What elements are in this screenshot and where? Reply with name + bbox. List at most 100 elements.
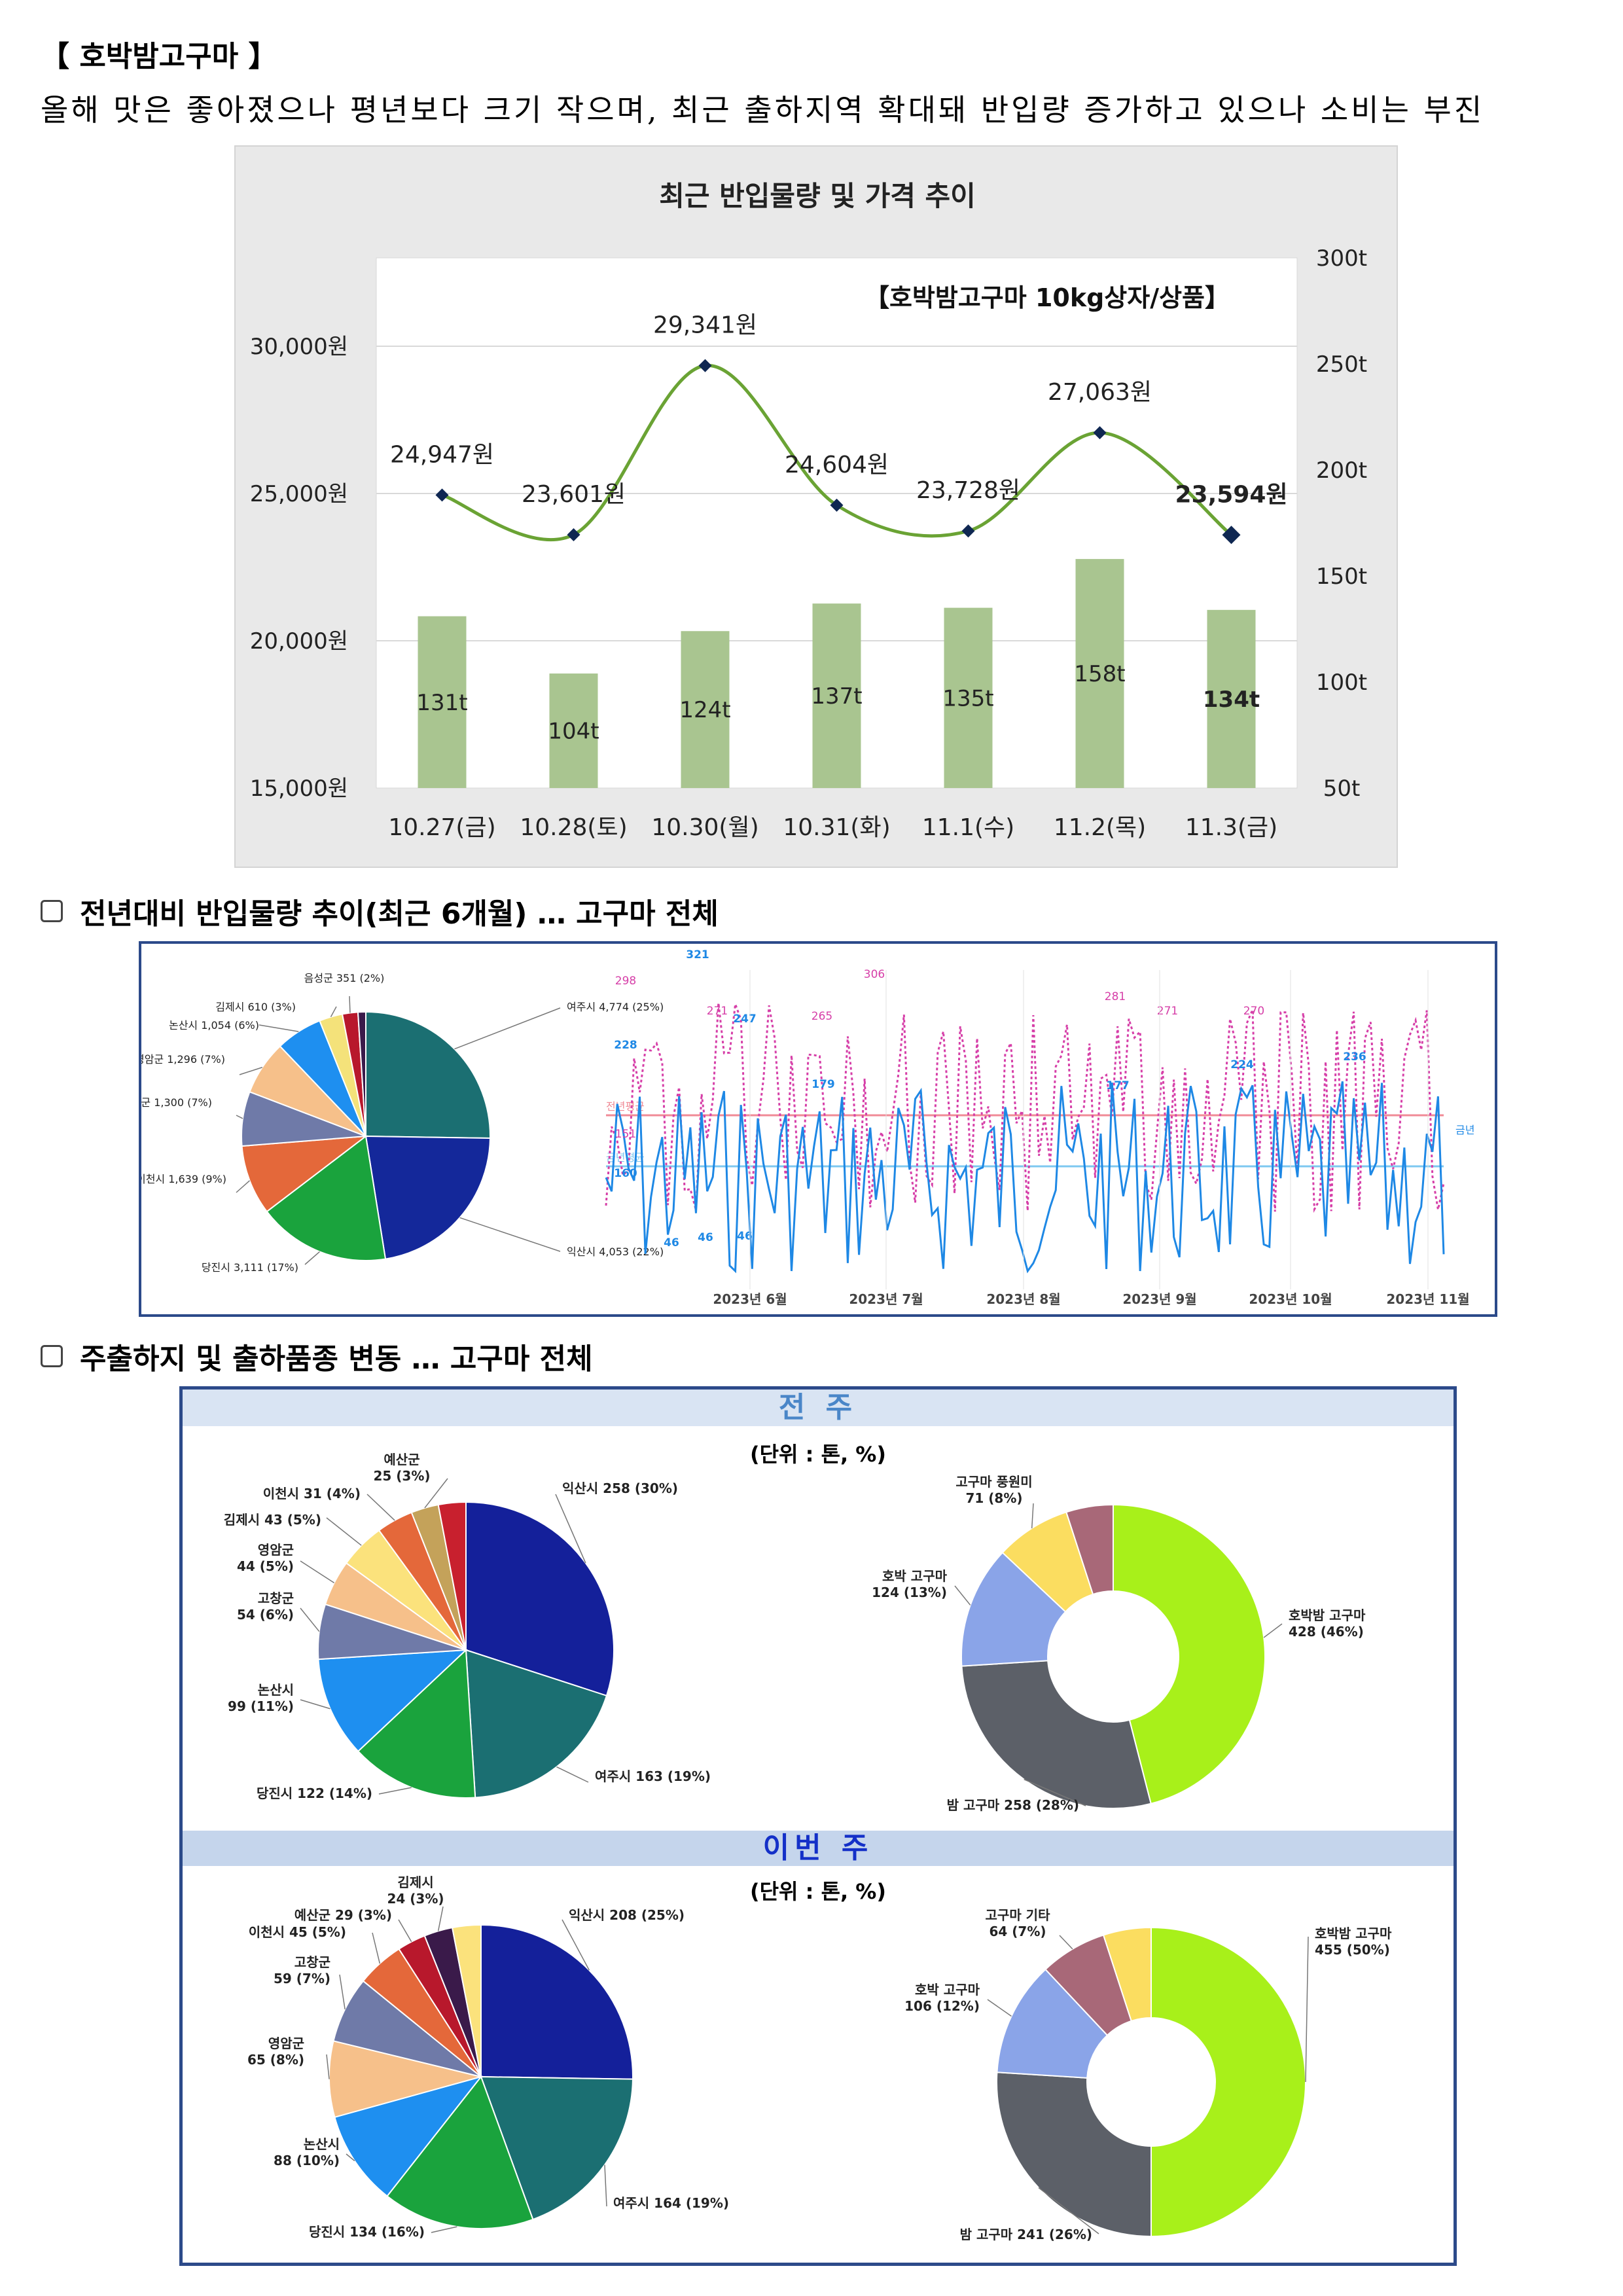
x-tick-label: 10.28(토) [520, 814, 627, 841]
this-week-variety-slice-label: 호박밤 고구마 455 (50%) [1315, 1926, 1392, 1958]
volume-bar [549, 673, 598, 788]
prev-year-peak-label: 281 [1105, 990, 1126, 1003]
this-week-origin-slice-label: 이천시 45 (5%) [249, 1924, 346, 1940]
y-right-tick-label: 300t [1316, 245, 1367, 272]
ref-line-curr-label: 금년평균 [606, 1151, 645, 1164]
prev-week-origin-slice [465, 1501, 615, 1697]
origin-6m-slice-label: 당진시 3,111 (17%) [202, 1261, 298, 1274]
volume-bar [418, 616, 467, 788]
prev-week-origin-slice-label: 익산시 258 (30%) [562, 1480, 678, 1496]
origin-6m-slice-label: 여주시 4,774 (25%) [567, 1001, 664, 1013]
prev-year-peak-label: 271 [1157, 1005, 1178, 1018]
this-year-peak-label: 46 [664, 1236, 679, 1249]
this-week-origin-slice [386, 2075, 534, 2229]
price-label: 24,604원 [785, 452, 889, 478]
origin-6m-slice [365, 1135, 491, 1260]
prev-week-band: 전 주 [183, 1390, 1454, 1426]
this-week-origin-leader [437, 1906, 444, 1931]
this-week-origin-slice-label: 여주시 164 (19%) [613, 2195, 729, 2211]
price-volume-chart: 최근 반입물량 및 가격 추이 【호박밤고구마 10kg상자/상품】 15,000원… [234, 145, 1398, 868]
price-marker [1222, 526, 1241, 545]
section-origin-title: 주출하지 및 출하품종 변동 … 고구마 전체 [80, 1342, 593, 1376]
prev-year-peak-label: 306 [864, 968, 885, 981]
this-week-origin-slice [332, 1980, 482, 2077]
origin-6m-slice-label: 논산시 1,054 (6%) [169, 1019, 259, 1031]
y-left-tick-label: 15,000원 [250, 776, 348, 802]
x-tick-label: 2023년 11월 [1386, 1291, 1469, 1307]
series-prev-year-line [605, 1002, 1445, 1213]
prev-week-variety-slice-label: 밤 고구마 258 (28%) [947, 1797, 1079, 1813]
price-marker [567, 528, 580, 541]
x-tick-label: 11.3(금) [1185, 814, 1277, 841]
prev-week-variety-slice-label: 호박밤 고구마 428 (46%) [1289, 1607, 1366, 1640]
this-year-peak-label: 224 [1230, 1058, 1254, 1071]
origin-6m-slice-label: 음성군 351 (2%) [304, 972, 385, 984]
this-week-variety-slice [996, 1968, 1109, 2079]
chart-title: 최근 반입물량 및 가격 추이 [659, 180, 976, 212]
price-marker [830, 498, 844, 512]
this-week-origin-leader [339, 1974, 346, 2010]
origin-6m-leader [259, 1024, 299, 1032]
origin-6m-slice [365, 1011, 491, 1139]
this-week-origin-slice-label: 익산시 208 (25%) [569, 1907, 685, 1923]
origin-6m-slice-label: 영암군 1,296 (7%) [141, 1053, 225, 1066]
origin-variety-panel: 전 주 (단위 : 톤, %) 이번 주 (단위 : 톤, %) 익산시 258… [179, 1386, 1457, 2266]
this-week-origin-leader [398, 1919, 412, 1943]
this-year-peak-label: 46 [737, 1230, 753, 1243]
origin-6m-leader [239, 1067, 263, 1075]
prev-week-origin-leader [378, 1787, 412, 1795]
x-tick-label: 10.27(금) [388, 814, 495, 841]
prev-week-origin-slice-label: 김제시 43 (5%) [224, 1512, 321, 1528]
volume-trend-panel: 여주시 4,774 (25%) 익산시 4,053 (22%) 당진시 3,111 … [122, 941, 1497, 1317]
origin-6m-slice [241, 1135, 368, 1213]
prev-week-variety-leader [1263, 1623, 1283, 1638]
x-tick-label: 10.31(화) [783, 814, 890, 841]
prev-week-origin-slice-label: 당진시 122 (14%) [257, 1785, 372, 1801]
origin-variety-svg: 익산시 258 (30%) 여주시 163 (19%) 당진시 122 (14%) 논… [224, 1452, 1392, 2242]
price-label: 23,601원 [522, 481, 626, 508]
this-week-unit: (단위 : 톤, %) [749, 1879, 886, 1904]
prev-week-origin-slice [437, 1501, 467, 1651]
x-tick-label: 11.1(수) [922, 814, 1014, 841]
origin-6m-leader [349, 996, 351, 1013]
y-right-tick-label: 200t [1316, 457, 1367, 484]
volume-bar [681, 631, 730, 788]
prev-week-origin-leader [326, 1517, 362, 1546]
this-week-origin-leader [346, 2153, 355, 2162]
this-year-peak-label: 160 [614, 1167, 637, 1180]
this-week-origin-leader [562, 1919, 590, 1971]
prev-year-peak-label: 298 [615, 975, 636, 988]
volume-bar [1075, 559, 1124, 788]
this-week-variety-slice [1102, 1926, 1152, 2022]
this-week-origin-leader [604, 2164, 607, 2207]
page-title: 【 호박밤고구마 】 [41, 40, 277, 73]
this-week-origin-slice-label: 예산군 29 (3%) [294, 1907, 392, 1923]
prev-week-variety-slice [961, 1551, 1067, 1667]
x-tick-label: 2023년 10월 [1249, 1291, 1332, 1307]
this-week-variety-leader [987, 1999, 1012, 2017]
this-week-variety-slice-label: 밤 고구마 241 (26%) [960, 2227, 1092, 2242]
prev-week-origin-slice [317, 1649, 468, 1753]
x-tick-label: 2023년 8월 [986, 1291, 1060, 1307]
price-marker [698, 359, 712, 372]
section-origin-heading: 주출하지 및 출하품종 변동 … 고구마 전체 [41, 1335, 593, 1377]
prev-week-origin-slice-label: 논산시 99 (11%) [228, 1682, 294, 1714]
prev-week-origin-leader [366, 1494, 395, 1521]
this-week-origin-slice [480, 1924, 633, 2080]
prev-week-variety-slice [1065, 1503, 1114, 1596]
volume-bar [1207, 609, 1256, 788]
y-right-tick-label: 250t [1316, 351, 1367, 378]
y-right-tick-label: 150t [1316, 564, 1367, 590]
y-left-tick-label: 30,000원 [250, 334, 348, 360]
y-left-tick-label: 20,000원 [250, 628, 348, 655]
price-label: 27,063원 [1048, 379, 1152, 406]
this-week-origin-leader [372, 1932, 381, 1964]
volume-label: 134t [1203, 687, 1260, 713]
prev-week-origin-leader [300, 1560, 335, 1584]
this-week-origin-slice-label: 영암군 65 (8%) [247, 2036, 304, 2068]
ref-line-prev-label: 전년평균 [606, 1100, 645, 1113]
checkbox-icon [41, 900, 63, 922]
this-week-origin-leader [326, 2054, 330, 2079]
prev-week-origin-leader [555, 1494, 586, 1564]
price-label: 29,341원 [653, 312, 757, 339]
